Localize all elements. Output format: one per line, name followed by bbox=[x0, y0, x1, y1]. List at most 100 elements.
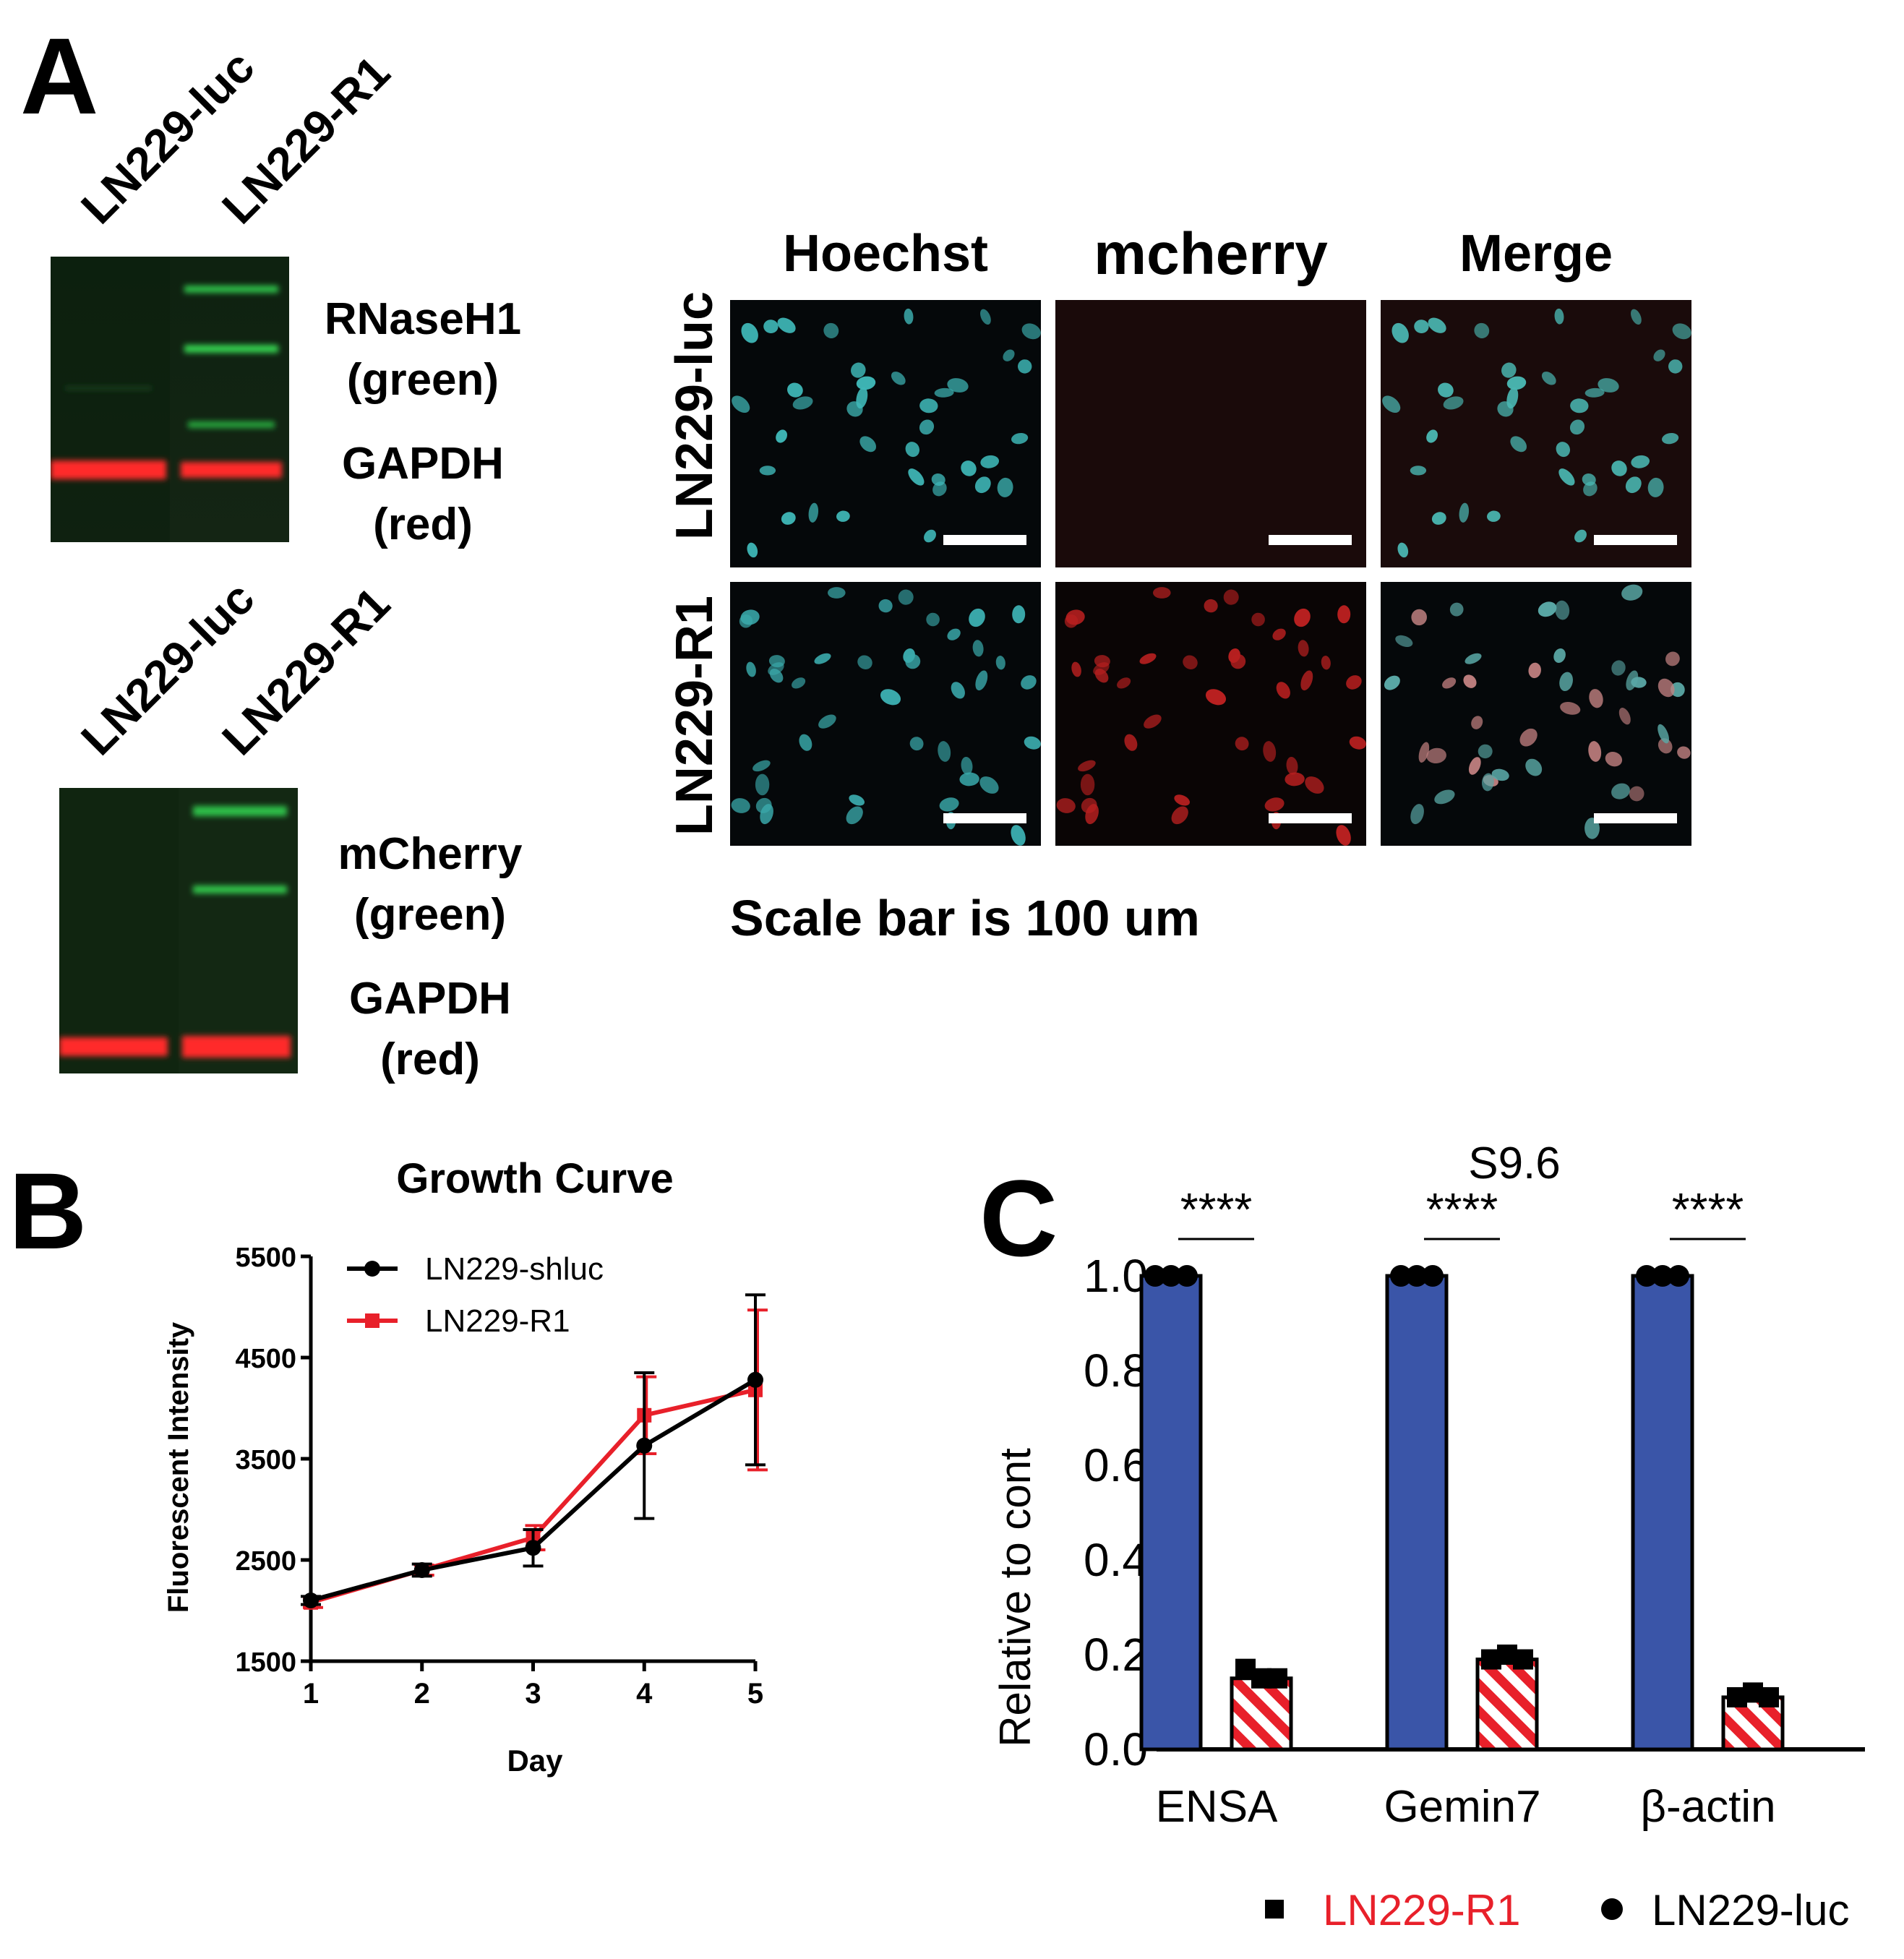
cell-nucleus bbox=[1432, 787, 1457, 807]
blot1-red-bands bbox=[51, 460, 282, 479]
cell-nucleus bbox=[1011, 432, 1029, 445]
cell-nucleus bbox=[996, 477, 1014, 498]
scale-bar bbox=[1269, 813, 1352, 823]
x-tick-label: 5 bbox=[747, 1678, 763, 1710]
cell-nucleus bbox=[1408, 802, 1426, 826]
legend-marker bbox=[364, 1261, 380, 1277]
legend-label: LN229-R1 bbox=[425, 1303, 570, 1339]
cell-nucleus bbox=[773, 428, 789, 445]
x-tick-label: 4 bbox=[636, 1678, 653, 1710]
replicate-point bbox=[1513, 1650, 1533, 1670]
data-point bbox=[636, 1438, 652, 1454]
cell-nucleus bbox=[977, 773, 1002, 797]
chart-title: Growth Curve bbox=[396, 1155, 674, 1202]
cell-nucleus bbox=[1620, 583, 1644, 603]
legend-label: LN229-shluc bbox=[425, 1251, 604, 1287]
legend-label: LN229-R1 bbox=[1323, 1886, 1521, 1934]
scale-bar bbox=[943, 813, 1026, 823]
blot1-image bbox=[51, 257, 289, 542]
cell-nucleus bbox=[789, 675, 807, 691]
cell-nucleus bbox=[1389, 320, 1412, 346]
replicate-point bbox=[1759, 1687, 1779, 1707]
cell-nucleus bbox=[978, 307, 993, 326]
cell-nucleus bbox=[919, 398, 938, 413]
cell-nucleus bbox=[1232, 734, 1252, 753]
cell-nucleus bbox=[1297, 639, 1310, 657]
y-tick-label: 5500 bbox=[235, 1243, 296, 1273]
mic-row-r1: LN229-R1 bbox=[665, 578, 724, 853]
cell-nucleus bbox=[1661, 432, 1680, 445]
y-tick-label: 2500 bbox=[235, 1546, 296, 1577]
blot2-label-top: mCherry (green) bbox=[300, 824, 560, 945]
cell-nucleus bbox=[1018, 672, 1039, 692]
cell-nucleus bbox=[857, 433, 879, 455]
cell-nucleus bbox=[958, 458, 979, 479]
cell-nucleus bbox=[1298, 669, 1315, 692]
cell-nucleus bbox=[966, 606, 988, 630]
cell-nucleus bbox=[1153, 587, 1171, 599]
cell-nucleus bbox=[1425, 314, 1449, 336]
cell-nucleus bbox=[836, 510, 851, 523]
cell-nucleus bbox=[1486, 510, 1501, 523]
cell-nucleus bbox=[1291, 606, 1313, 630]
y-tick-label: 1.0 bbox=[1084, 1250, 1148, 1302]
bar-LN229-R1-ENSA bbox=[1232, 1679, 1291, 1749]
cell-nucleus bbox=[972, 473, 994, 497]
blot2-label-loading: GAPDH bbox=[300, 969, 560, 1029]
cell-nucleus bbox=[1055, 797, 1076, 815]
cell-nucleus bbox=[878, 599, 893, 614]
cell-nucleus bbox=[1553, 440, 1572, 459]
cell-nucleus bbox=[904, 308, 914, 325]
y-axis-label: Relative to cont bbox=[991, 1448, 1039, 1747]
cell-nucleus bbox=[1572, 527, 1590, 544]
cell-nucleus bbox=[1667, 358, 1684, 375]
blot2-label-bottom: GAPDH (red) bbox=[300, 969, 560, 1089]
y-tick-label: 3500 bbox=[235, 1445, 296, 1475]
cell-nucleus bbox=[1337, 605, 1350, 623]
cell-nucleus bbox=[1458, 502, 1470, 523]
cell-nucleus bbox=[1670, 320, 1691, 342]
cell-nucleus bbox=[1321, 655, 1331, 670]
cell-nucleus bbox=[1168, 803, 1192, 828]
cell-nucleus bbox=[730, 393, 753, 416]
cell-nucleus bbox=[979, 454, 1000, 469]
mic-tile-r1-hoechst bbox=[730, 582, 1041, 846]
cell-nucleus bbox=[1115, 675, 1132, 691]
panel-a-letter: A bbox=[20, 22, 98, 130]
cell-nucleus bbox=[888, 369, 908, 387]
cell-nucleus bbox=[1410, 466, 1426, 475]
series-line-LN229-R1 bbox=[311, 1390, 755, 1603]
cell-nucleus bbox=[1180, 653, 1201, 672]
cell-nucleus bbox=[1138, 651, 1157, 666]
cell-nucleus bbox=[1527, 662, 1542, 680]
cell-nucleus bbox=[945, 626, 962, 643]
scale-bar bbox=[1594, 813, 1677, 823]
cell-nucleus bbox=[917, 416, 937, 437]
cell-nucleus bbox=[936, 740, 951, 763]
mic-tile-r1-merge bbox=[1381, 582, 1691, 846]
cell-nucleus bbox=[1477, 743, 1493, 759]
scale-bar bbox=[1594, 535, 1677, 545]
cell-nucleus bbox=[973, 669, 990, 692]
cell-nucleus bbox=[779, 510, 797, 526]
cell-nucleus bbox=[1554, 600, 1570, 621]
x-tick-label: Gemin7 bbox=[1384, 1782, 1540, 1832]
cell-nucleus bbox=[1463, 651, 1483, 666]
cell-nucleus bbox=[1394, 633, 1415, 649]
cell-nucleus bbox=[1554, 308, 1565, 325]
cell-nucleus bbox=[1019, 320, 1041, 342]
cell-nucleus bbox=[1424, 428, 1440, 445]
cell-nucleus bbox=[1430, 510, 1448, 526]
cell-nucleus bbox=[1204, 686, 1229, 708]
mic-col-merge: Merge bbox=[1381, 224, 1691, 283]
cell-nucleus bbox=[878, 686, 904, 708]
mic-col-hoechst: Hoechst bbox=[730, 224, 1041, 283]
replicate-point bbox=[1176, 1265, 1198, 1287]
mic-tile-luc-merge bbox=[1381, 300, 1691, 567]
cell-nucleus bbox=[1022, 734, 1041, 752]
cell-nucleus bbox=[1081, 774, 1094, 796]
cell-nucleus bbox=[1556, 466, 1577, 488]
cell-nucleus bbox=[1539, 369, 1558, 387]
growth-curve-chart: Growth Curve Fluorescent Intensity Day 1… bbox=[145, 1142, 824, 1793]
cell-nucleus bbox=[1567, 416, 1587, 437]
